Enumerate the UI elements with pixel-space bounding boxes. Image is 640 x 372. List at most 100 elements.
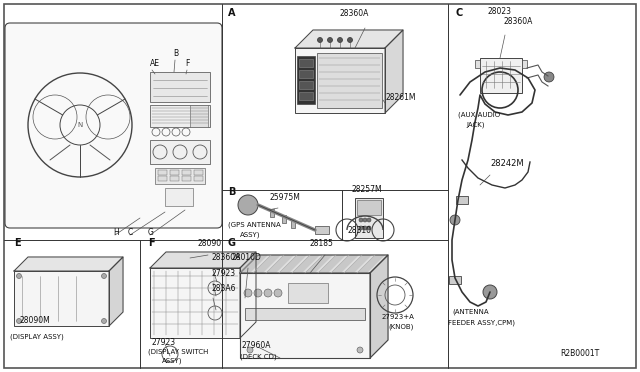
- Bar: [190, 105, 208, 127]
- Text: 28261M: 28261M: [385, 93, 415, 102]
- Bar: [150, 268, 240, 338]
- Polygon shape: [14, 257, 123, 271]
- Circle shape: [254, 289, 262, 297]
- Text: ASSY): ASSY): [162, 357, 182, 364]
- Text: 28360A: 28360A: [212, 253, 241, 262]
- Bar: [295, 48, 385, 113]
- Bar: [240, 273, 370, 358]
- Text: 28242M: 28242M: [490, 159, 524, 168]
- Bar: [194, 176, 203, 181]
- Circle shape: [17, 273, 22, 279]
- Text: 27960A: 27960A: [242, 341, 271, 350]
- Circle shape: [348, 38, 353, 42]
- Bar: [14, 271, 109, 326]
- Text: (AUX AUDIO: (AUX AUDIO: [458, 112, 500, 118]
- Polygon shape: [240, 255, 388, 273]
- Text: 28090: 28090: [198, 239, 222, 248]
- Polygon shape: [331, 255, 359, 273]
- Polygon shape: [370, 255, 388, 358]
- Bar: [299, 81, 313, 89]
- Circle shape: [359, 218, 363, 222]
- Bar: [480, 58, 522, 93]
- Text: C: C: [455, 8, 462, 18]
- Circle shape: [328, 38, 333, 42]
- Text: 28360A: 28360A: [340, 9, 369, 18]
- Text: 28257M: 28257M: [352, 185, 383, 194]
- Circle shape: [367, 226, 371, 230]
- Circle shape: [274, 289, 282, 297]
- Text: F: F: [185, 59, 189, 68]
- Bar: [299, 92, 313, 100]
- Bar: [315, 226, 329, 234]
- Polygon shape: [150, 252, 256, 268]
- Text: B: B: [228, 187, 236, 197]
- Text: C: C: [128, 228, 133, 237]
- Circle shape: [367, 218, 371, 222]
- Bar: [357, 200, 381, 215]
- Bar: [299, 70, 313, 78]
- Text: (DECK CD): (DECK CD): [240, 353, 276, 360]
- Text: N: N: [77, 122, 83, 128]
- Polygon shape: [385, 30, 403, 113]
- Text: (DISPLAY ASSY): (DISPLAY ASSY): [10, 334, 64, 340]
- Text: G: G: [148, 228, 154, 237]
- Bar: [355, 198, 383, 238]
- Bar: [297, 56, 315, 104]
- Bar: [155, 168, 205, 184]
- Text: F: F: [148, 238, 155, 248]
- Bar: [158, 176, 167, 181]
- Text: B: B: [173, 49, 178, 58]
- Text: 28360A: 28360A: [503, 17, 532, 26]
- Circle shape: [247, 347, 253, 353]
- Text: 283A6: 283A6: [212, 284, 237, 293]
- Polygon shape: [240, 252, 256, 338]
- Polygon shape: [253, 255, 281, 273]
- Text: 27923: 27923: [212, 269, 236, 278]
- Text: 28023: 28023: [488, 7, 512, 16]
- Circle shape: [337, 38, 342, 42]
- Text: R2B0001T: R2B0001T: [560, 349, 599, 358]
- Bar: [317, 53, 382, 108]
- Bar: [170, 170, 179, 175]
- Text: G: G: [228, 238, 236, 248]
- Bar: [150, 105, 210, 127]
- Circle shape: [244, 289, 252, 297]
- Circle shape: [102, 273, 106, 279]
- Circle shape: [544, 72, 554, 82]
- Bar: [165, 188, 193, 206]
- Bar: [270, 208, 274, 217]
- Circle shape: [483, 285, 497, 299]
- Text: AE: AE: [150, 59, 160, 68]
- Bar: [475, 60, 480, 68]
- Polygon shape: [357, 255, 385, 273]
- Polygon shape: [318, 255, 346, 273]
- Bar: [282, 215, 286, 223]
- Bar: [158, 170, 167, 175]
- Circle shape: [264, 289, 272, 297]
- Text: 28310: 28310: [348, 226, 372, 235]
- Circle shape: [363, 226, 367, 230]
- Bar: [299, 59, 313, 67]
- Circle shape: [450, 215, 460, 225]
- FancyBboxPatch shape: [5, 23, 222, 228]
- Bar: [150, 72, 210, 102]
- Text: (DISPLAY SWITCH: (DISPLAY SWITCH: [148, 349, 209, 355]
- Polygon shape: [109, 257, 123, 326]
- Polygon shape: [344, 255, 372, 273]
- Polygon shape: [240, 255, 268, 273]
- Text: 28185: 28185: [310, 239, 334, 248]
- Bar: [245, 308, 365, 320]
- Text: JACK): JACK): [466, 122, 484, 128]
- Polygon shape: [295, 30, 403, 48]
- Bar: [449, 276, 461, 284]
- Bar: [194, 170, 203, 175]
- Text: FEEDER ASSY,CPM): FEEDER ASSY,CPM): [448, 320, 515, 326]
- Bar: [288, 283, 328, 303]
- Polygon shape: [305, 255, 333, 273]
- Text: 28090M: 28090M: [20, 316, 51, 325]
- Bar: [291, 220, 295, 228]
- Bar: [522, 60, 527, 68]
- Text: 27923: 27923: [152, 338, 176, 347]
- Text: (KNOB): (KNOB): [388, 324, 413, 330]
- Circle shape: [357, 347, 363, 353]
